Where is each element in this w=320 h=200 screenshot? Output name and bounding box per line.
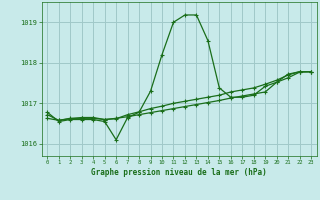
X-axis label: Graphe pression niveau de la mer (hPa): Graphe pression niveau de la mer (hPa) [91, 168, 267, 177]
